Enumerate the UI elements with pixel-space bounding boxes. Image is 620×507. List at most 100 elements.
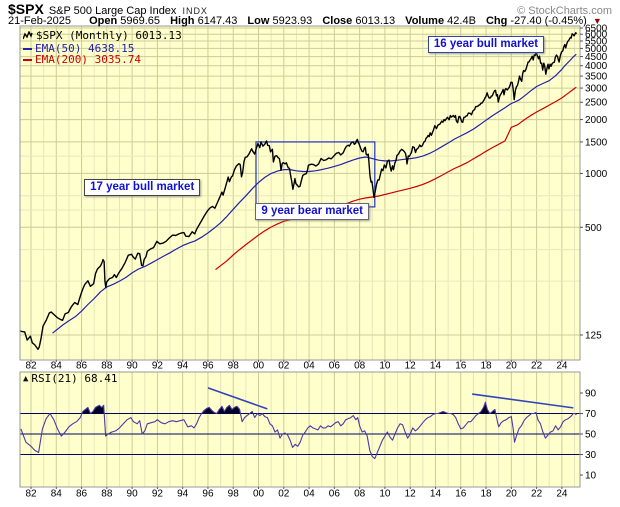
svg-text:00: 00 xyxy=(253,489,265,500)
price-series xyxy=(20,32,577,350)
svg-text:96: 96 xyxy=(202,489,214,500)
svg-text:5000: 5000 xyxy=(585,44,608,55)
copyright-notice: © StockCharts.com xyxy=(517,5,612,17)
rsi-panel-bg xyxy=(20,372,580,487)
svg-text:24: 24 xyxy=(556,489,568,500)
index-name: S&P 500 Large Cap Index xyxy=(48,5,177,17)
svg-text:16: 16 xyxy=(455,361,467,372)
svg-text:22: 22 xyxy=(531,489,543,500)
legend-ema50-label: EMA(50) 4638.15 xyxy=(35,42,135,55)
svg-text:5500: 5500 xyxy=(585,36,608,47)
svg-text:12: 12 xyxy=(405,361,417,372)
svg-text:96: 96 xyxy=(202,361,214,372)
svg-text:4000: 4000 xyxy=(585,61,608,72)
svg-text:6000: 6000 xyxy=(585,30,608,41)
svg-text:08: 08 xyxy=(354,361,366,372)
change-label: Chg xyxy=(485,15,508,27)
exchange-tag: INDX xyxy=(182,6,208,16)
price-panel-border xyxy=(19,25,581,361)
annotation-9-year-bear-market: 9 year bear market xyxy=(255,203,370,221)
rsi-series xyxy=(20,387,577,460)
ema50-swatch xyxy=(23,47,32,50)
svg-text:90: 90 xyxy=(127,489,139,500)
svg-text:16: 16 xyxy=(455,489,467,500)
svg-text:84: 84 xyxy=(51,489,63,500)
rsi-overbought-fill xyxy=(49,402,576,414)
svg-text:10: 10 xyxy=(379,361,391,372)
svg-text:92: 92 xyxy=(152,489,164,500)
quote-date: 21-Feb-2025 xyxy=(8,15,71,27)
svg-text:06: 06 xyxy=(329,489,341,500)
legend-ema50: EMA(50) 4638.15 xyxy=(23,42,134,55)
close-value: 6013.13 xyxy=(355,15,396,27)
svg-text:4500: 4500 xyxy=(585,52,608,63)
series-ema-200- xyxy=(215,86,577,271)
svg-text:22: 22 xyxy=(531,361,543,372)
volume-label: Volume xyxy=(405,15,445,27)
ema200-swatch xyxy=(23,58,32,61)
high-value: 6147.43 xyxy=(197,15,238,27)
rsi-trendline-2 xyxy=(472,393,574,409)
svg-text:08: 08 xyxy=(354,489,366,500)
svg-text:24: 24 xyxy=(556,361,568,372)
svg-text:20: 20 xyxy=(506,361,518,372)
svg-text:88: 88 xyxy=(101,489,113,500)
svg-text:02: 02 xyxy=(278,361,290,372)
svg-text:2000: 2000 xyxy=(585,115,608,126)
svg-text:00: 00 xyxy=(253,361,265,372)
svg-text:125: 125 xyxy=(585,330,602,341)
svg-text:04: 04 xyxy=(304,489,316,500)
svg-text:06: 06 xyxy=(329,361,341,372)
annotation-16-year-bull-market: 16 year bull market xyxy=(427,36,545,54)
svg-text:1000: 1000 xyxy=(585,169,608,180)
legend-ema200: EMA(200) 3035.74 xyxy=(23,53,141,66)
legend-spx-monthly: $SPX (Monthly) 6013.13 xyxy=(22,29,182,42)
svg-text:10: 10 xyxy=(585,471,597,482)
horizontal-gridlines xyxy=(20,27,580,336)
svg-text:92: 92 xyxy=(152,361,164,372)
high-label: High xyxy=(170,15,195,27)
series-ema-50- xyxy=(52,53,577,334)
svg-text:3000: 3000 xyxy=(585,84,608,95)
indicator-mountain-icon: ▲ xyxy=(23,373,29,384)
svg-text:30: 30 xyxy=(585,450,597,461)
svg-text:02: 02 xyxy=(278,489,290,500)
rsi-trendline-1 xyxy=(207,387,268,410)
svg-text:18: 18 xyxy=(480,361,492,372)
svg-text:50: 50 xyxy=(585,430,597,441)
low-label: Low xyxy=(247,15,270,27)
low-value: 5923.93 xyxy=(272,15,313,27)
svg-text:3500: 3500 xyxy=(585,72,608,83)
svg-text:2500: 2500 xyxy=(585,98,608,109)
change-down-arrow-icon: ▼ xyxy=(592,16,602,26)
line-chart-icon xyxy=(22,30,33,40)
svg-text:94: 94 xyxy=(177,489,189,500)
legend-rsi-label: RSI(21) 68.41 xyxy=(31,372,118,385)
open-label: Open xyxy=(89,15,118,27)
svg-text:14: 14 xyxy=(430,361,442,372)
svg-text:10: 10 xyxy=(379,489,391,500)
svg-text:84: 84 xyxy=(51,361,63,372)
svg-text:88: 88 xyxy=(101,361,113,372)
svg-text:86: 86 xyxy=(76,361,88,372)
svg-text:6500: 6500 xyxy=(585,24,608,35)
svg-text:90: 90 xyxy=(585,389,597,400)
series--spx-monthly-close xyxy=(20,32,577,350)
legend-rsi: ▲ RSI(21) 68.41 xyxy=(23,372,118,385)
svg-text:70: 70 xyxy=(585,409,597,420)
legend-spx-label: $SPX (Monthly) 6013.13 xyxy=(36,29,182,42)
svg-text:90: 90 xyxy=(127,361,139,372)
svg-text:04: 04 xyxy=(304,361,316,372)
svg-text:1500: 1500 xyxy=(585,137,608,148)
svg-text:14: 14 xyxy=(430,489,442,500)
chart-header: $SPX S&P 500 Large Cap Index INDX © Stoc… xyxy=(8,1,612,17)
open-value: 5969.65 xyxy=(120,15,161,27)
svg-text:12: 12 xyxy=(405,489,417,500)
annotation-17-year-bull-market: 17 year bull market xyxy=(84,179,201,197)
quote-summary-bar: 21-Feb-2025 Open 5969.65 High 6147.43 Lo… xyxy=(8,15,612,27)
x-axis-labels: 82 82 84 84 86 86 88 88 90 90 92 92 94 94 96 96 98 98 00 00… xyxy=(25,360,568,500)
svg-text:86: 86 xyxy=(76,489,88,500)
